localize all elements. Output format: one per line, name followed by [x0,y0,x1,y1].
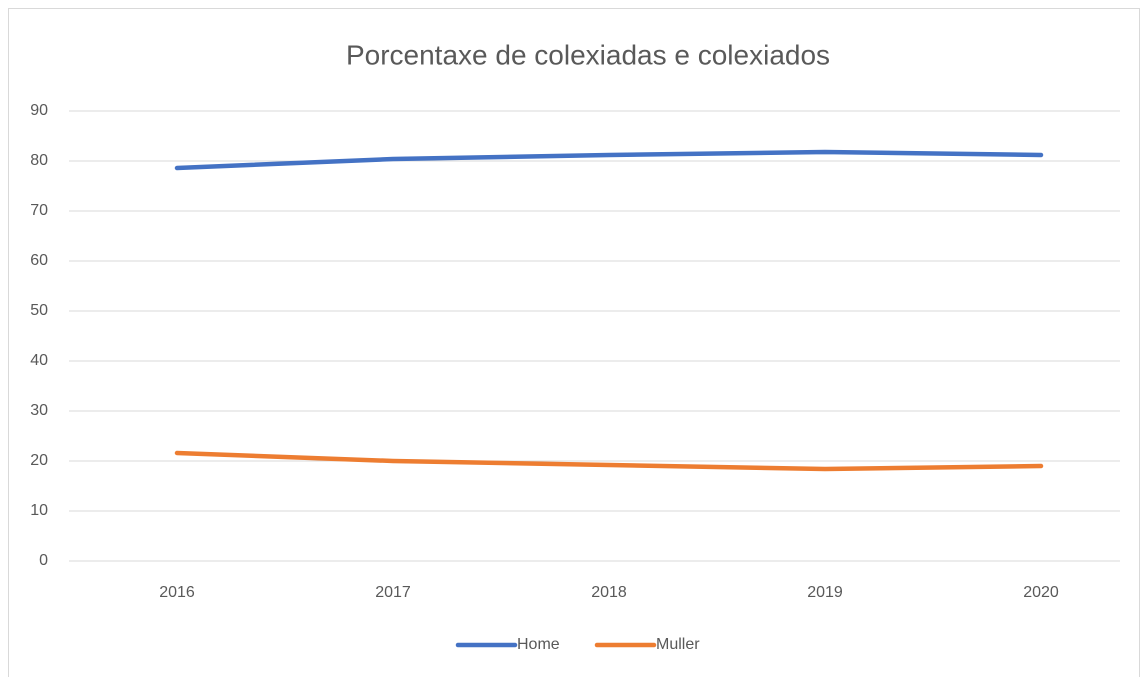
y-tick-label: 50 [30,302,48,319]
y-tick-label: 20 [30,452,48,469]
y-tick-label: 90 [30,102,48,119]
x-tick-label: 2020 [1023,584,1059,601]
x-tick-label: 2018 [591,584,627,601]
y-tick-label: 40 [30,352,48,369]
chart-title: Porcentaxe de colexiadas e colexiados [346,39,830,70]
y-tick-label: 10 [30,502,48,519]
data-line [174,450,1044,472]
chart-border [8,8,1140,677]
data-line [174,149,1044,171]
legend-label: Muller [656,636,700,653]
legend-label: Home [517,636,560,653]
y-tick-label: 80 [30,152,48,169]
x-tick-label: 2017 [375,584,411,601]
y-tick-label: 70 [30,202,48,219]
y-tick-label: 60 [30,252,48,269]
x-tick-label: 2019 [807,584,843,601]
y-tick-label: 30 [30,402,48,419]
x-tick-label: 2016 [159,584,195,601]
y-tick-label: 0 [39,552,48,569]
